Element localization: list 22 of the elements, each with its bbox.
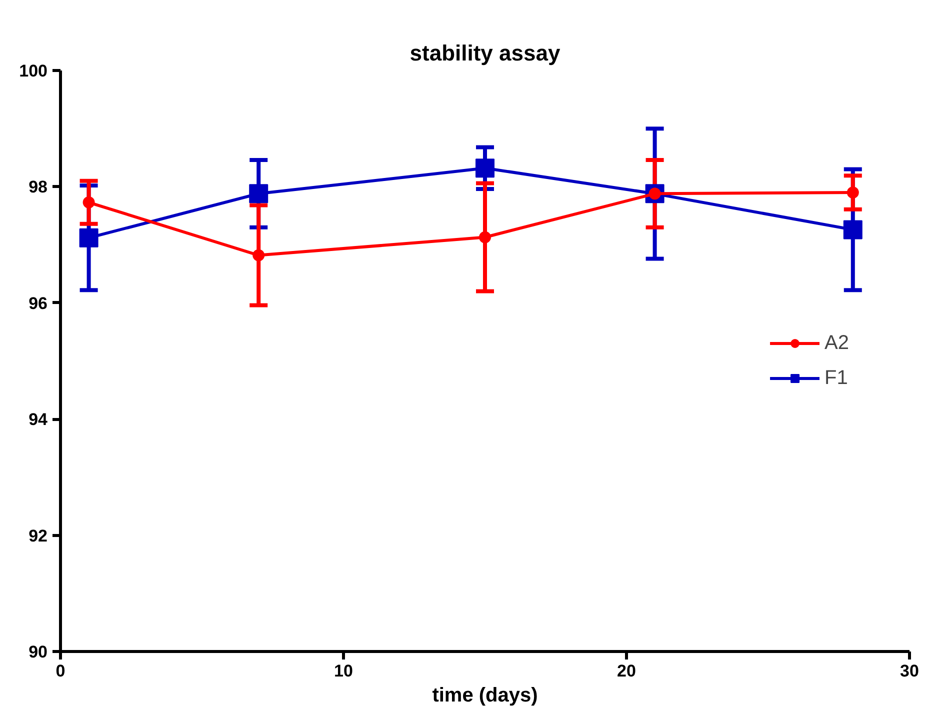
point (479, 231, 491, 244)
point (846, 186, 859, 198)
y-tick-label: 94 (28, 410, 48, 430)
y-tick-label: 98 (28, 178, 48, 197)
x-tick-label: 0 (56, 662, 66, 680)
point (843, 220, 862, 240)
y-tick-label: 90 (28, 642, 48, 662)
x-tick-label: 20 (617, 662, 636, 680)
point (252, 249, 265, 262)
x-tick-label: 10 (334, 662, 353, 680)
point (79, 228, 98, 248)
y-tick-label: 96 (28, 294, 48, 313)
chart-title: stability assay (410, 40, 561, 66)
legend-label: A2 (824, 332, 849, 354)
point (82, 196, 95, 208)
point (249, 184, 268, 204)
legend-label: F1 (824, 366, 848, 390)
x-tick-label: 30 (900, 662, 919, 680)
point (476, 158, 494, 178)
y-tick-label: 100 (19, 62, 48, 80)
y-tick-label: 92 (28, 526, 48, 546)
x-axis-title: time (days) (432, 684, 538, 706)
